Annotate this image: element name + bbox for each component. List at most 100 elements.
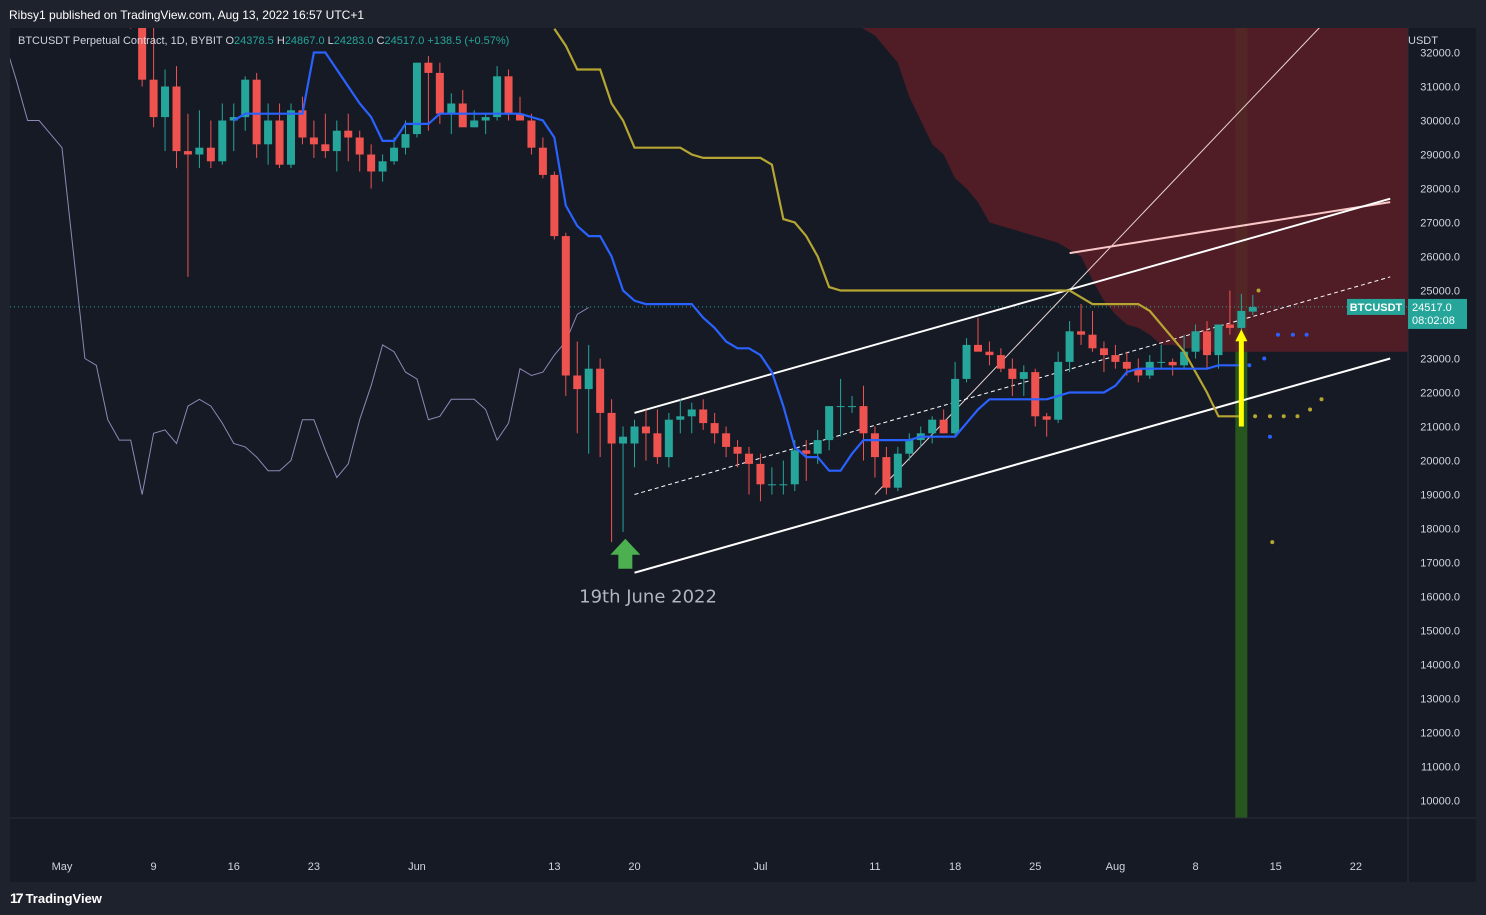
candle [825,406,834,451]
conversion-projection-dot [1304,332,1309,337]
candle [596,358,605,458]
conversion-line [233,51,1242,472]
candle [607,399,616,543]
candle [745,446,753,495]
publish-header: Ribsy1 published on TradingView.com, Aug… [0,0,1486,28]
candle [401,120,410,155]
time-axis-tick: 23 [308,861,320,873]
candle-body [848,406,857,408]
candle-body [458,103,467,128]
candle [1168,358,1177,376]
candle-body [825,406,834,441]
candle [298,96,307,145]
low-label: L [327,35,334,47]
candle [344,113,353,162]
candle [1008,358,1017,396]
candle-body [722,433,731,447]
candle [733,440,742,468]
candle-body [893,453,902,488]
channel-lower-line [634,357,1391,574]
candle [424,55,433,131]
candle [183,113,192,277]
candle-body [584,368,593,390]
tradingview-logo-icon: 17 [10,890,24,906]
candle-body [1214,324,1223,356]
candle-body [550,174,559,237]
price-axis-currency: USDT [1408,35,1438,47]
price-axis-tick: 29000.0 [1420,150,1460,162]
candle [573,341,582,434]
time-axis-tick: Jul [753,861,767,873]
price-axis-tick: 11000.0 [1421,762,1460,774]
candle-body [367,154,376,172]
candle [641,409,650,461]
candle-body [172,86,181,152]
candle-body [1054,361,1063,420]
candle-body [435,72,444,114]
open-value: 24378.5 [234,35,274,47]
symbol-title: BTCUSDT Perpetual Contract, 1D, BYBIT [18,35,223,47]
candle-body [813,440,822,454]
conversion-projection-dot [1290,332,1295,337]
bottom-marker-arrow [610,538,641,569]
candle [1237,293,1246,335]
candle-body [1111,355,1120,362]
high-value: 24867.0 [284,35,325,47]
price-axis-tick: 30000.0 [1420,116,1460,128]
candle-body [882,457,891,488]
candle [561,232,570,396]
price-axis-tick: 20000.0 [1420,456,1460,468]
price-axis-tick: 10000.0 [1420,796,1460,808]
candle-body [1168,361,1177,366]
candle-body [390,147,399,162]
candle [458,89,467,128]
candle-body [1019,372,1028,379]
base-projection-dot [1295,414,1300,419]
candle-body [1134,368,1143,376]
candle-body [149,79,158,118]
candle-body [378,161,387,172]
tradingview-logo[interactable]: 17 TradingView [10,889,102,907]
candle-body [504,76,513,114]
candle-body [1099,348,1108,356]
symbol-tag-bg [1347,298,1405,315]
candle-body [974,344,982,352]
time-axis-tick: 8 [1192,861,1198,873]
chart-area[interactable]: 19th June 2022 USDT 32000.0 31000.0 30000.0 2… [10,28,1476,882]
candle [218,103,227,165]
candle-body [161,86,170,118]
candle [1145,355,1154,379]
candle-body [424,62,433,73]
price-axis-tick: 22000.0 [1420,388,1460,400]
candle-body [1225,324,1234,328]
price-axis-tick: 25000.0 [1420,286,1460,298]
conversion-projection-dot [1275,332,1280,337]
candle [870,426,879,478]
candle-body [218,120,227,162]
candle-body [733,446,742,454]
price-axis-tick: 19000.0 [1420,490,1460,502]
candle-body [229,117,238,121]
candle-body [1042,416,1051,420]
candle-body [619,436,628,444]
lagging-span-line [10,57,589,495]
candle [241,76,250,131]
conversion-projection-dot [1247,363,1252,368]
candle [1157,344,1166,369]
symbol-legend: BTCUSDT Perpetual Contract, 1D, BYBIT O2… [18,35,509,47]
candle-body [676,416,685,420]
candle [332,120,341,172]
candle-body [1077,331,1086,335]
publisher-info: Ribsy1 published on TradingView.com, Aug… [9,8,365,22]
candle [195,110,204,169]
candle-body [790,450,799,485]
candle [252,72,261,158]
candle [1214,324,1223,369]
candle [130,28,132,29]
candle-body [905,440,914,454]
base-projection-dot [1267,414,1272,419]
channel-upper-line [634,197,1391,414]
candle-body [287,110,295,165]
candle [138,28,147,87]
